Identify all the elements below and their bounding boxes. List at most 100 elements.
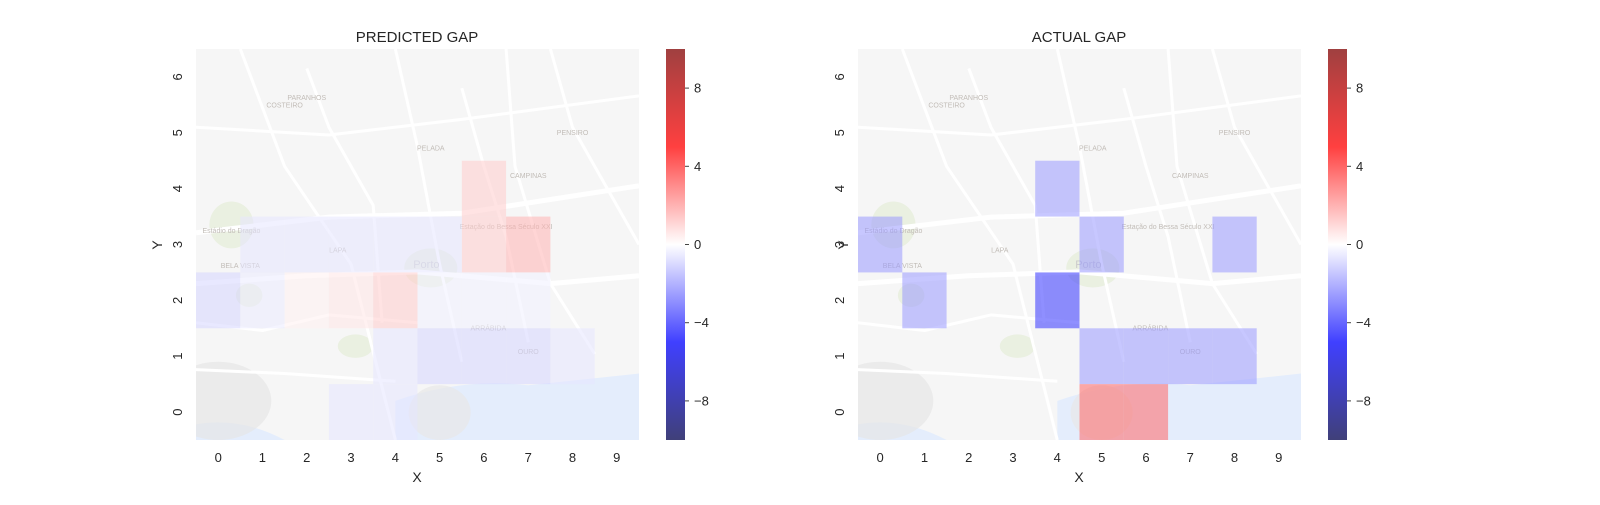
map-road	[967, 67, 1046, 323]
y-tick-label: 4	[832, 185, 847, 192]
heatmap-cell	[417, 216, 462, 273]
map-label: PARANHOS	[949, 95, 988, 102]
x-tick-label: 9	[1275, 450, 1282, 465]
heatmap-cell	[858, 216, 903, 273]
colorbar-tick-label: 4	[694, 159, 701, 174]
map-terrain	[408, 385, 471, 440]
heatmap-cell	[1123, 328, 1169, 385]
map-label: ARRÁBIDA	[1132, 324, 1168, 333]
x-tick-label: 3	[347, 450, 354, 465]
map-label: CAMPINAS	[510, 173, 547, 180]
y-tick-label: 0	[170, 408, 185, 415]
map-background-predicted: PortoPELADACAMPINASPENSIROPARANHOSARRÁBI…	[196, 49, 639, 440]
y-tick-label: 0	[832, 408, 847, 415]
heatmap-cell	[1168, 328, 1213, 385]
heatmap-cell	[1123, 384, 1169, 440]
map-road	[1055, 49, 1126, 363]
x-tick-label: 3	[1009, 450, 1016, 465]
heatmap-panel-predicted: PREDICTED GAP PortoPELADACAMPINASPENSIRO…	[149, 29, 709, 485]
x-tick-label: 4	[392, 450, 399, 465]
x-tick-label: 1	[921, 450, 928, 465]
heatmap-cell	[1035, 160, 1080, 217]
colorbar-tick-label: −4	[694, 315, 709, 330]
y-tick-label: 1	[832, 353, 847, 360]
map-road	[196, 368, 396, 383]
chart-title-predicted: PREDICTED GAP	[356, 29, 479, 46]
map-label: PENSIRO	[557, 130, 589, 137]
map-road	[1210, 49, 1301, 246]
heatmap-cell	[284, 272, 329, 329]
heatmap-cell	[373, 384, 418, 440]
heatmap-cell	[902, 272, 947, 329]
x-tick-label: 0	[215, 450, 222, 465]
heatmap-panel-actual: ACTUAL GAP PortoPELADACAMPINASPENSIROPAR…	[832, 29, 1371, 485]
map-label: BELA VISTA	[883, 263, 922, 270]
heatmap-cell	[328, 272, 374, 329]
map-park	[999, 334, 1036, 358]
colorbar-tick-label: 8	[694, 81, 701, 96]
x-tick-label: 6	[1142, 450, 1149, 465]
y-axis-label-actual: Y	[835, 240, 851, 250]
heatmap-cell	[417, 328, 462, 385]
map-label: COSTEIRO	[928, 103, 965, 110]
colorbar-tick-label: 8	[1356, 81, 1363, 96]
x-tick-label: 8	[1231, 450, 1238, 465]
x-tick-label: 2	[965, 450, 972, 465]
map-road	[900, 49, 1059, 440]
colorbar-tick-label: 0	[694, 237, 701, 252]
heatmap-cell	[550, 328, 595, 385]
x-tick-label: 8	[569, 450, 576, 465]
map-label: CAMPINAS	[1172, 173, 1209, 180]
colorbar-tick-label: −8	[1356, 393, 1371, 408]
y-tick-label: 3	[832, 241, 847, 248]
heatmap-cell	[461, 328, 507, 385]
heatmap-cell	[1212, 216, 1257, 273]
colorbar-actual	[1328, 49, 1347, 440]
map-road	[1122, 87, 1192, 343]
colorbar-tick-label: 4	[1356, 159, 1363, 174]
heatmap-cell	[506, 216, 551, 273]
x-tick-label: 7	[525, 450, 532, 465]
heatmap-cell	[284, 216, 329, 273]
heatmap-cell	[328, 384, 374, 440]
map-road	[548, 49, 639, 246]
map-label: PENSIRO	[1219, 130, 1251, 137]
heatmap-cell	[373, 272, 418, 329]
heatmap-cell	[461, 160, 507, 217]
x-tick-label: 5	[1098, 450, 1105, 465]
heatmap-cell	[240, 272, 285, 329]
heatmap-cell	[461, 272, 507, 329]
heatmap-cell	[196, 272, 241, 329]
heatmap-cell	[1035, 272, 1080, 329]
map-road	[1166, 49, 1258, 355]
y-tick-labels-actual: 0 1 2 3 4 5 6	[832, 73, 847, 415]
heatmap-cell	[417, 272, 462, 329]
heatmap-cell	[1079, 328, 1124, 385]
map-terrain	[858, 361, 934, 440]
heatmap-cell	[240, 216, 285, 273]
map-road	[858, 94, 1301, 137]
y-tick-label: 5	[832, 129, 847, 136]
colorbar-ticks-actual: 8 4 0 −4 −8	[1347, 81, 1371, 408]
heatmap-cell	[1212, 328, 1257, 385]
y-tick-label: 2	[832, 297, 847, 304]
y-tick-label: 6	[832, 73, 847, 80]
y-tick-label: 6	[170, 73, 185, 80]
x-tick-label: 5	[436, 450, 443, 465]
colorbar-ticks-predicted: 8 4 0 −4 −8	[685, 81, 709, 408]
x-tick-label: 7	[1187, 450, 1194, 465]
y-tick-label: 4	[170, 185, 185, 192]
y-tick-label: 2	[170, 297, 185, 304]
map-park	[337, 334, 374, 358]
colorbar-tick-label: 0	[1356, 237, 1363, 252]
x-axis-label-predicted: X	[412, 469, 422, 485]
y-tick-label: 1	[170, 353, 185, 360]
map-road	[196, 94, 639, 137]
heatmap-cell	[506, 272, 551, 329]
y-tick-label: 3	[170, 241, 185, 248]
x-tick-label: 1	[259, 450, 266, 465]
map-label: Estação do Bessa Século XXI	[1122, 224, 1215, 231]
colorbar-tick-label: −8	[694, 393, 709, 408]
